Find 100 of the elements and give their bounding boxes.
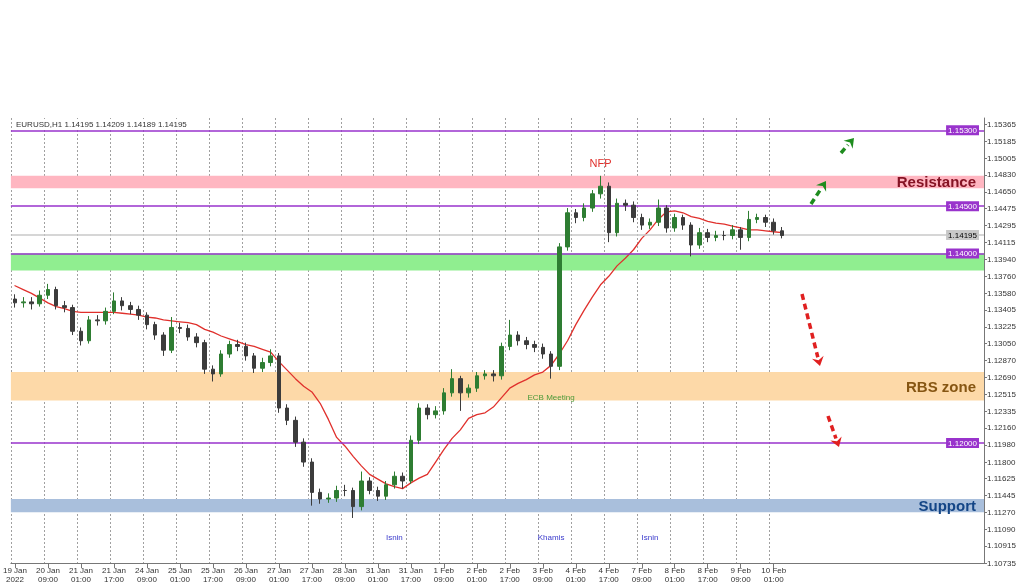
y-tick-label: 1.14115 (987, 238, 1016, 248)
candlestick (136, 305, 141, 321)
candlestick (574, 208, 578, 224)
ref-line-label: 1.15300 (948, 125, 978, 135)
x-tick-label: 8 Feb 01:00 (664, 566, 686, 584)
x-tick-label: 25 Jan 17:00 (200, 566, 225, 584)
candlestick (219, 349, 223, 378)
x-tick-label: 21 Jan 01:00 (68, 566, 93, 584)
candlestick (417, 402, 421, 445)
candlestick (582, 202, 586, 222)
x-tick-label: 21 Jan 17:00 (101, 566, 126, 584)
candlestick (194, 332, 199, 348)
candlestick (738, 226, 743, 251)
candlestick (70, 304, 75, 336)
y-tick-label: 1.12690 (987, 373, 1017, 383)
candlestick (252, 352, 256, 374)
band-label: Support (918, 497, 976, 515)
candlestick (13, 293, 17, 309)
candlestick (780, 226, 784, 239)
candlestick (186, 324, 190, 342)
candlestick (656, 199, 661, 227)
y-tick-label: 1.14295 (987, 221, 1017, 231)
candlestick (755, 213, 759, 224)
annotation: ECB Meeting (527, 392, 575, 402)
candlestick (648, 217, 652, 230)
candlestick (54, 286, 58, 310)
y-tick-label: 1.13225 (987, 322, 1017, 332)
y-tick-label: 1.12335 (987, 406, 1017, 416)
candlestick (442, 387, 446, 416)
candlestick (103, 307, 108, 326)
candlestick (87, 315, 91, 345)
y-tick-label: 1.15005 (987, 153, 1017, 163)
candlestick (664, 204, 669, 234)
candlestick (62, 300, 67, 313)
candlestick (202, 339, 207, 375)
x-tick-label: 27 Jan 01:00 (266, 566, 291, 584)
candlestick (615, 198, 619, 237)
ref-line-label: 1.12000 (948, 438, 978, 448)
x-tick-label: 7 Feb 09:00 (631, 566, 653, 584)
x-tick-label: 1 Feb 09:00 (433, 566, 455, 584)
ref-line-label: 1.14195 (948, 230, 978, 240)
candlestick (351, 487, 355, 519)
x-tick-label: 3 Feb 09:00 (532, 566, 554, 584)
candlestick (334, 485, 339, 503)
candlestick (178, 322, 182, 334)
x-tick-label: 9 Feb 09:00 (730, 566, 752, 584)
x-tick-label: 27 Jan 17:00 (299, 566, 324, 584)
candlestick (326, 492, 331, 504)
y-tick-label: 1.11625 (987, 474, 1016, 484)
y-tick-label: 1.13580 (987, 288, 1017, 298)
candlestick (714, 230, 718, 242)
candlestick (145, 311, 149, 330)
candlestick (227, 340, 232, 359)
x-tick-label: 8 Feb 17:00 (697, 566, 719, 584)
x-tick-label: 31 Jan 17:00 (398, 566, 423, 584)
y-tick-label: 1.11800 (987, 457, 1016, 467)
candlestick (541, 343, 545, 360)
y-tick-label: 1.14830 (987, 170, 1017, 180)
candlestick (277, 352, 281, 414)
candlestick (95, 314, 100, 327)
candlestick (705, 228, 710, 243)
candlestick (318, 488, 322, 505)
candlestick (747, 210, 751, 242)
candlestick (672, 213, 677, 233)
candlestick (169, 316, 174, 354)
x-tick-label: 4 Feb 17:00 (598, 566, 620, 584)
candlestick (524, 336, 529, 350)
candlestick (153, 321, 157, 341)
candlestick (37, 290, 42, 308)
candlestick (483, 369, 487, 381)
candlestick (211, 364, 215, 382)
ref-line-label: 1.14500 (948, 201, 978, 211)
annotation: Isnin (641, 532, 659, 542)
candlestick (425, 403, 430, 420)
y-tick-label: 1.12160 (987, 423, 1017, 433)
annotation: Khamis (537, 532, 565, 542)
candlestick (260, 357, 265, 373)
candlestick (161, 331, 166, 357)
candlestick (112, 291, 116, 315)
candlestick (623, 199, 628, 212)
candlestick (359, 471, 364, 511)
candlestick (598, 175, 603, 200)
candlestick (29, 296, 34, 310)
y-tick-label: 1.15365 (987, 119, 1017, 129)
candlestick (244, 342, 248, 362)
y-tick-label: 1.10735 (987, 558, 1017, 568)
candlestick (565, 207, 570, 252)
band-label: Resistance (896, 173, 976, 191)
chart-title: EURUSD,H1 1.14195 1.14209 1.14189 1.14195 (16, 119, 188, 129)
candlestick (763, 214, 768, 228)
candlestick (491, 369, 496, 382)
candlestick (400, 471, 405, 490)
candlestick (79, 326, 83, 346)
candlestick (681, 214, 685, 231)
candlestick (120, 296, 124, 311)
candlestick (466, 383, 471, 399)
y-tick-label: 1.12515 (987, 389, 1017, 399)
y-tick-label: 1.13760 (987, 271, 1017, 281)
y-tick-label: 1.13405 (987, 305, 1017, 315)
candlestick (450, 368, 454, 398)
